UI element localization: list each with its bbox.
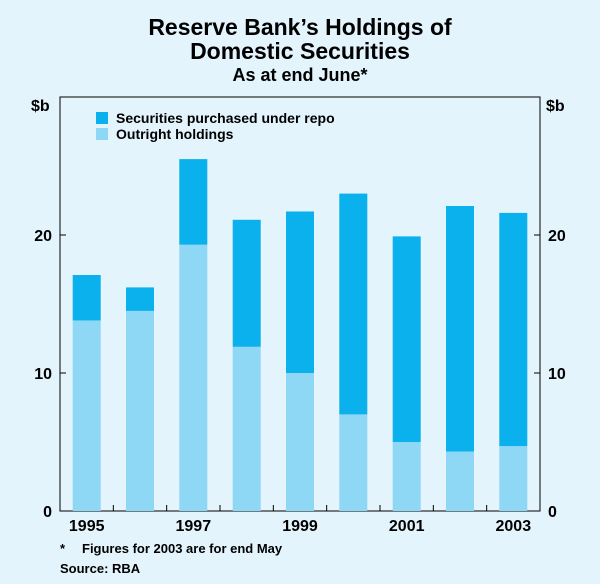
footnote-marker: * xyxy=(60,541,66,556)
bar-repo-1999 xyxy=(286,211,314,373)
legend: Securities purchased under repo Outright… xyxy=(96,110,335,142)
bar-repo-1995 xyxy=(72,275,101,321)
bar-outright-1999 xyxy=(286,373,314,511)
x-tick-label-1997: 1997 xyxy=(176,518,212,535)
footnote: * Figures for 2003 are for end May xyxy=(60,541,282,556)
legend-swatch-repo xyxy=(96,112,108,124)
y-tick-label-left-10: 10 xyxy=(34,366,52,383)
bar-outright-2000 xyxy=(339,414,368,511)
legend-label-outright: Outright holdings xyxy=(116,126,234,142)
chart-subtitle: As at end June* xyxy=(232,65,368,85)
source-note: Source: RBA xyxy=(60,561,141,576)
chart-title-line-2: Domestic Securities xyxy=(190,38,410,64)
bar-repo-2003 xyxy=(499,212,528,447)
legend-label-repo: Securities purchased under repo xyxy=(116,110,335,126)
x-tick-label-1999: 1999 xyxy=(282,518,318,535)
x-tick-label-2003: 2003 xyxy=(496,518,532,535)
y-tick-label-left-20: 20 xyxy=(34,228,52,245)
y-tick-label-right-10: 10 xyxy=(548,366,566,383)
ticks-group: 0 0 10 10 20 20 1995 1997 1999 2001 2003 xyxy=(34,228,566,535)
bar-repo-2002 xyxy=(446,206,474,452)
bars-group xyxy=(72,159,528,511)
x-tick-label-1995: 1995 xyxy=(69,518,105,535)
bar-repo-1997 xyxy=(179,159,208,245)
y-tick-label-right-0: 0 xyxy=(548,504,557,521)
bar-outright-1995 xyxy=(72,320,101,511)
y-tick-label-right-20: 20 xyxy=(548,228,566,245)
bar-outright-2001 xyxy=(392,442,421,511)
bar-repo-1996 xyxy=(126,287,154,311)
footnote-text: Figures for 2003 are for end May xyxy=(82,541,283,556)
bar-outright-1998 xyxy=(232,346,261,511)
bar-repo-2000 xyxy=(339,193,368,415)
chart-title-line-1: Reserve Bank’s Holdings of xyxy=(148,14,452,40)
bar-outright-2002 xyxy=(446,451,474,511)
y-axis-unit-right: $b xyxy=(546,98,565,115)
bar-repo-2001 xyxy=(392,236,421,442)
bar-outright-1996 xyxy=(126,310,154,511)
bar-repo-1998 xyxy=(232,219,261,347)
bar-outright-1997 xyxy=(179,244,208,511)
bar-outright-2003 xyxy=(499,446,528,511)
legend-swatch-outright xyxy=(96,128,108,140)
x-tick-label-2001: 2001 xyxy=(389,518,425,535)
y-tick-label-left-0: 0 xyxy=(43,504,52,521)
y-axis-unit-left: $b xyxy=(31,98,50,115)
